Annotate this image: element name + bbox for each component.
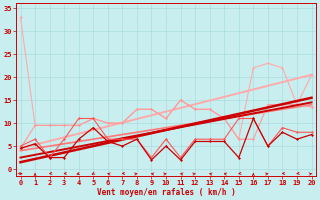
X-axis label: Vent moyen/en rafales ( km/h ): Vent moyen/en rafales ( km/h ) [97,188,236,197]
